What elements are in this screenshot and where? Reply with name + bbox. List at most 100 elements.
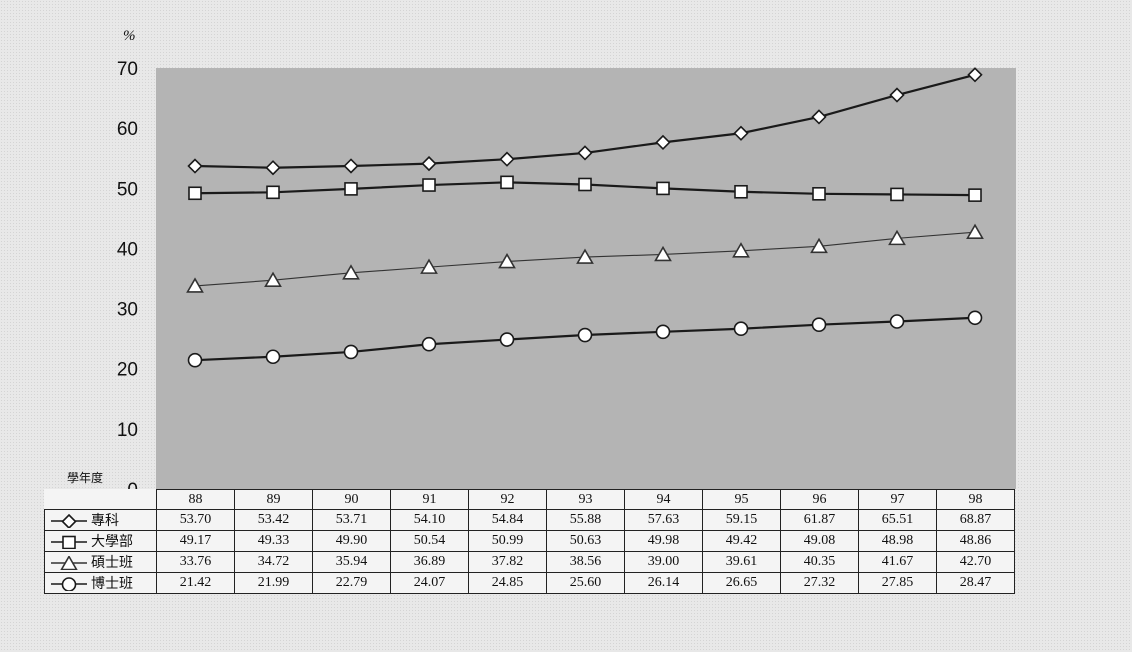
plot-area [156, 68, 1016, 489]
legend-swatch [51, 554, 87, 571]
table-cell: 40.35 [780, 551, 859, 573]
category-label: 90 [312, 489, 391, 510]
series-line-group [188, 175, 982, 202]
table-cell: 39.00 [624, 551, 703, 573]
table-cell: 28.47 [936, 572, 1015, 594]
data-point-square [890, 187, 904, 202]
table-cell: 35.94 [312, 551, 391, 573]
table-cell: 21.99 [234, 572, 313, 594]
data-point-diamond [61, 513, 77, 530]
table-cell: 27.85 [858, 572, 937, 594]
x-axis-name: 學年度 [67, 470, 103, 485]
category-label: 95 [702, 489, 781, 510]
data-point-triangle [60, 554, 78, 571]
category-label: 98 [936, 489, 1015, 510]
data-point-square [734, 184, 748, 199]
legend-swatch [51, 513, 87, 530]
y-tick-label: 40 [117, 239, 138, 260]
series-line-group [187, 67, 983, 176]
table-cell: 55.88 [546, 509, 625, 531]
data-point-diamond [733, 125, 749, 141]
legend-label: 博士班 [91, 576, 133, 592]
data-point-circle [187, 352, 203, 368]
y-tick-label: 70 [117, 59, 138, 80]
table-row: 碩士班 33.76 34.72 35.94 36.89 37.82 38.56 39.00 39… [44, 551, 1015, 573]
table-cell: 53.71 [312, 509, 391, 531]
legend-label: 大學部 [91, 534, 133, 550]
table-cell: 41.67 [858, 551, 937, 573]
table-cell: 24.07 [390, 572, 469, 594]
y-tick-label: 50 [117, 179, 138, 200]
table-cell: 59.15 [702, 509, 781, 531]
table-cell: 22.79 [312, 572, 391, 594]
legend-swatch [51, 535, 87, 550]
data-point-circle [61, 577, 77, 592]
table-cell: 33.76 [156, 551, 235, 573]
line-chart: % 學年度 0 10 20 30 40 50 60 70 [67, 28, 1016, 490]
category-label: 88 [156, 489, 235, 510]
table-cell: 49.08 [780, 530, 859, 552]
data-point-diamond [421, 155, 437, 172]
category-label: 92 [468, 489, 547, 510]
data-point-diamond [811, 109, 827, 125]
data-point-diamond [967, 67, 983, 83]
legend-label: 碩士班 [91, 555, 133, 571]
legend-entry: 碩士班 [44, 551, 157, 573]
table-cell: 26.14 [624, 572, 703, 594]
data-point-circle [655, 324, 671, 340]
category-label: 94 [624, 489, 703, 510]
legend-swatch [51, 577, 87, 592]
legend-entry: 博士班 [44, 572, 157, 594]
data-point-triangle [498, 252, 516, 269]
data-point-triangle [966, 223, 984, 239]
table-cell: 26.65 [702, 572, 781, 594]
table-cell: 54.84 [468, 509, 547, 531]
table-cell: 49.42 [702, 530, 781, 552]
data-point-square [656, 181, 670, 196]
table-cell: 61.87 [780, 509, 859, 531]
table-cell: 48.86 [936, 530, 1015, 552]
data-point-circle [811, 317, 827, 332]
table-cell: 50.99 [468, 530, 547, 552]
data-point-circle [343, 344, 359, 360]
category-label: 93 [546, 489, 625, 510]
data-point-diamond [889, 87, 905, 103]
series-line-group [187, 310, 983, 368]
data-point-circle [421, 336, 437, 352]
data-point-diamond [343, 158, 359, 174]
data-point-circle [499, 332, 515, 347]
table-cell: 49.33 [234, 530, 313, 552]
data-point-circle [889, 314, 905, 329]
table-cell: 50.63 [546, 530, 625, 552]
data-point-diamond [499, 151, 515, 167]
table-row: 博士班 21.42 21.99 22.79 24.07 24.85 25.60 26.14 26… [44, 572, 1015, 594]
table-cell: 25.60 [546, 572, 625, 594]
table-cell: 34.72 [234, 551, 313, 573]
table-cell: 36.89 [390, 551, 469, 573]
data-point-triangle [810, 237, 828, 254]
table-row: 大學部 49.17 49.33 49.90 50.54 50.99 50.63 49.98 49… [44, 530, 1015, 552]
table-cell: 65.51 [858, 509, 937, 531]
data-point-square [188, 186, 202, 201]
data-point-square [500, 175, 514, 190]
category-label: 89 [234, 489, 313, 510]
legend-entry: 專科 [44, 509, 157, 531]
table-corner [45, 490, 157, 510]
data-point-square [968, 188, 982, 202]
table-cell: 49.17 [156, 530, 235, 552]
table-cell: 38.56 [546, 551, 625, 573]
series-layer [186, 67, 984, 368]
table-cell: 27.32 [780, 572, 859, 594]
legend-entry: 大學部 [44, 530, 157, 552]
table-cell: 57.63 [624, 509, 703, 531]
data-point-square [812, 187, 826, 201]
data-point-triangle [420, 258, 438, 274]
y-tick-label: 0 [127, 480, 138, 490]
series-line-group [186, 223, 984, 293]
data-point-triangle [576, 248, 594, 264]
data-table: 88 89 90 91 92 93 94 95 96 97 98 專科 53.70… [44, 489, 1015, 594]
legend-label: 專科 [91, 513, 119, 529]
table-cell: 48.98 [858, 530, 937, 552]
data-point-triangle [654, 245, 672, 262]
table-cell: 53.42 [234, 509, 313, 531]
